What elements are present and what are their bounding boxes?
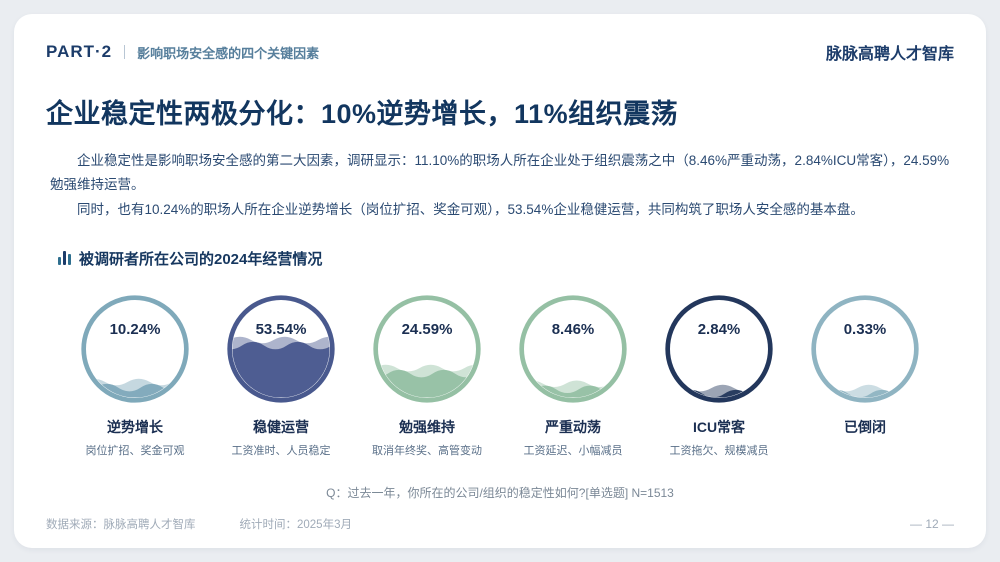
survey-question: Q：过去一年，你所在的公司/组织的稳定性如何?[单选题] N=1513 <box>326 485 674 500</box>
gauge-icu-regular: 2.84% ICU常客 工资拖欠、规模减员 <box>660 293 778 458</box>
gauge-desc: 工资准时、人员稳定 <box>231 444 331 457</box>
paragraph-2: 同时，也有10.24%的职场人所在企业逆势增长（岗位扩招、奖金可观），53.54… <box>77 201 864 217</box>
header-divider <box>124 45 126 59</box>
liquid-gauge: 24.59% <box>371 293 483 405</box>
chart-title: 被调研者所在公司的2024年经营情况 <box>79 250 323 268</box>
slide-footer: 数据来源：脉脉高聘人才智库 统计时间：2025年3月 — 12 — <box>46 516 954 532</box>
gauge-percentage: 53.54% <box>255 320 307 338</box>
gauge-steady-operation: 53.54% 稳健运营 工资准时、人员稳定 <box>222 293 340 458</box>
gauge-severe-turbulence: 8.46% 严重动荡 工资延迟、小幅减员 <box>514 293 632 458</box>
gauge-percentage: 2.84% <box>697 320 741 338</box>
gauge-closed-down: 0.33% 已倒闭 <box>806 293 924 458</box>
slide-card: PART·2 影响职场安全感的四个关键因素 脉脉高聘人才智库 企业稳定性两极分化… <box>14 14 986 548</box>
gauge-name: 勉强维持 <box>399 418 455 435</box>
liquid-gauge: 2.84% <box>663 293 775 405</box>
gauge-desc: 岗位扩招、奖金可观 <box>85 444 185 457</box>
gauge-reverse-growth: 10.24% 逆势增长 岗位扩招、奖金可观 <box>76 293 194 458</box>
liquid-gauge: 8.46% <box>517 293 629 405</box>
gauge-percentage: 0.33% <box>843 320 887 338</box>
body-text: 企业稳定性是影响职场安全感的第二大因素，调研显示：11.10%的职场人所在企业处… <box>50 149 950 222</box>
paragraph-1: 企业稳定性是影响职场安全感的第二大因素，调研显示：11.10%的职场人所在企业处… <box>50 153 950 193</box>
gauge-desc: 工资延迟、小幅减员 <box>523 444 623 457</box>
part-subtitle: 影响职场安全感的四个关键因素 <box>137 45 320 61</box>
slide-header: PART·2 影响职场安全感的四个关键因素 脉脉高聘人才智库 <box>14 14 986 64</box>
gauge-percentage: 8.46% <box>551 320 595 338</box>
liquid-gauge: 10.24% <box>79 293 191 405</box>
page-title: 企业稳定性两极分化：10%逆势增长，11%组织震荡 <box>46 99 679 129</box>
brand-title: 脉脉高聘人才智库 <box>825 46 954 63</box>
gauge-name: 稳健运营 <box>253 418 309 435</box>
liquid-gauge: 0.33% <box>809 293 921 405</box>
gauge-row: 10.24% 逆势增长 岗位扩招、奖金可观 53.54% 稳健运营 工资准时、人… <box>14 293 986 458</box>
gauge-desc: 取消年终奖、高管变动 <box>372 444 482 457</box>
gauge-percentage: 24.59% <box>401 320 453 338</box>
part-label: PART·2 <box>46 42 113 61</box>
chart-title-row: 被调研者所在公司的2024年经营情况 <box>58 248 986 269</box>
liquid-gauge: 53.54% <box>225 293 337 405</box>
bar-chart-icon <box>58 251 71 266</box>
gauge-percentage: 10.24% <box>109 320 161 338</box>
gauge-desc <box>806 442 924 456</box>
gauge-name: 逆势增长 <box>107 418 163 435</box>
gauge-name: 严重动荡 <box>545 418 601 435</box>
data-source: 数据来源：脉脉高聘人才智库 <box>46 519 196 531</box>
gauge-barely-maintaining: 24.59% 勉强维持 取消年终奖、高管变动 <box>368 293 486 458</box>
gauge-desc: 工资拖欠、规模减员 <box>669 444 769 457</box>
gauge-name: 已倒闭 <box>844 418 886 435</box>
gauge-name: ICU常客 <box>692 418 746 435</box>
stat-time: 统计时间：2025年3月 <box>239 519 352 531</box>
page-number: — 12 — <box>909 517 954 531</box>
